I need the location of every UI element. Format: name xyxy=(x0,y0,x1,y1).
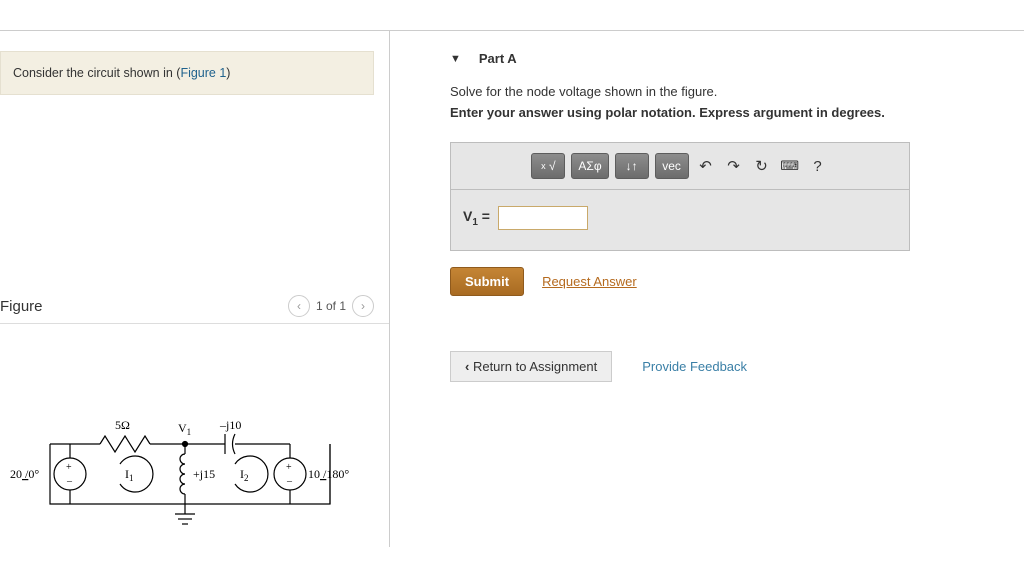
part-header[interactable]: ▼ Part A xyxy=(450,51,1004,66)
problem-text-prefix: Consider the circuit shown in ( xyxy=(13,66,180,80)
svg-text:20 /0°: 20 /0° xyxy=(10,467,39,481)
template-button[interactable]: x √ xyxy=(531,153,565,179)
submit-button[interactable]: Submit xyxy=(450,267,524,296)
svg-text:–j10: –j10 xyxy=(219,418,241,432)
redo-icon[interactable]: ↷ xyxy=(723,155,745,177)
equation-toolbar: x √ ΑΣφ ↓↑ vec ↶ ↷ ↻ ⌨ ? xyxy=(451,143,909,190)
request-answer-link[interactable]: Request Answer xyxy=(542,274,637,289)
answer-box: x √ ΑΣφ ↓↑ vec ↶ ↷ ↻ ⌨ ? V1 = xyxy=(450,142,910,251)
circuit-figure: 5Ω V1 –j10 20 /0° + – I1 +j15 I2 + – 10 … xyxy=(0,404,389,547)
collapse-icon: ▼ xyxy=(450,53,461,65)
figure-pager: ‹ 1 of 1 › xyxy=(288,295,374,317)
instruction-line-1: Solve for the node voltage shown in the … xyxy=(450,84,1004,99)
svg-text:I1: I1 xyxy=(125,467,134,483)
problem-text-suffix: ) xyxy=(226,66,230,80)
svg-text:I2: I2 xyxy=(240,467,249,483)
undo-icon[interactable]: ↶ xyxy=(695,155,717,177)
figure-link[interactable]: Figure 1 xyxy=(180,66,226,80)
part-title: Part A xyxy=(479,51,517,66)
svg-text:–: – xyxy=(66,476,73,487)
next-figure-button[interactable]: › xyxy=(352,295,374,317)
greek-button[interactable]: ΑΣφ xyxy=(571,153,608,179)
help-icon[interactable]: ? xyxy=(807,155,829,177)
svg-text:+j15: +j15 xyxy=(193,467,215,481)
svg-text:V1: V1 xyxy=(178,421,191,437)
svg-text:10 /180°: 10 /180° xyxy=(308,467,349,481)
figure-title: Figure xyxy=(0,298,43,315)
problem-statement: Consider the circuit shown in (Figure 1) xyxy=(0,51,374,95)
keyboard-icon[interactable]: ⌨ xyxy=(779,155,801,177)
instruction-line-2: Enter your answer using polar notation. … xyxy=(450,105,1004,120)
svg-text:+: + xyxy=(286,462,292,473)
reset-icon[interactable]: ↻ xyxy=(751,155,773,177)
vector-button[interactable]: vec xyxy=(655,153,689,179)
feedback-link[interactable]: Provide Feedback xyxy=(642,359,747,374)
answer-label: V1 = xyxy=(463,208,490,228)
answer-input[interactable] xyxy=(498,206,588,230)
svg-text:+: + xyxy=(66,462,72,473)
subscript-button[interactable]: ↓↑ xyxy=(615,153,649,179)
svg-text:–: – xyxy=(286,476,293,487)
pager-text: 1 of 1 xyxy=(316,299,346,313)
return-button[interactable]: ‹ Return to Assignment xyxy=(450,351,612,382)
svg-text:5Ω: 5Ω xyxy=(115,418,130,432)
prev-figure-button[interactable]: ‹ xyxy=(288,295,310,317)
